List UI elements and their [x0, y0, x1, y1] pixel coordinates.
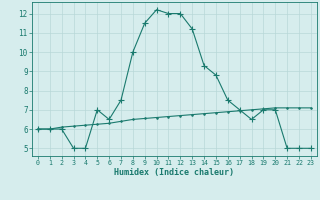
X-axis label: Humidex (Indice chaleur): Humidex (Indice chaleur)	[115, 168, 234, 177]
